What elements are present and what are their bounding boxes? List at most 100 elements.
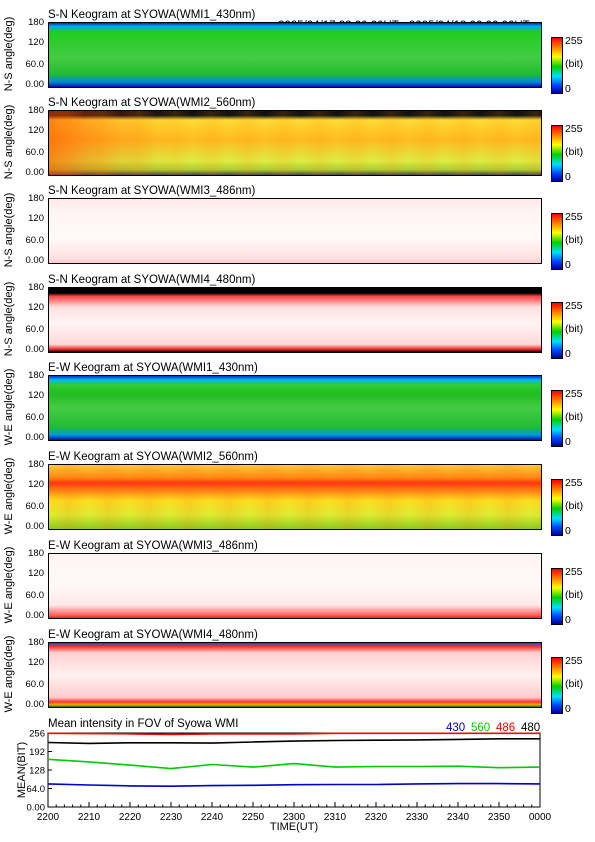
keogram-ylabel-box: W-E angle(deg): [1, 369, 17, 446]
series-line-430: [47, 782, 541, 788]
x-tick-label: 0000: [529, 812, 552, 823]
legend-entry: 480: [521, 722, 540, 734]
colorbar-max-label: 255: [565, 566, 583, 578]
y-tick-label: 0.00: [27, 803, 46, 814]
mean-intensity-chart: Mean intensity in FOV of Syowa WMI 430 560…: [16, 718, 552, 833]
keogram-ylabel: N-S angle(deg): [3, 104, 15, 180]
legend-entry: 486: [496, 722, 515, 734]
keogram-ytick: 0.00: [25, 610, 45, 621]
keogram-ytick: 60.0: [25, 147, 45, 158]
series-line-486: [47, 732, 540, 736]
keogram-image: [48, 464, 542, 530]
keogram-ylabel-box: W-E angle(deg): [1, 458, 17, 535]
x-axis-label: TIME(UT): [270, 821, 318, 833]
keogram-title: S-N Keogram at SYOWA(WMI2_560nm): [48, 97, 256, 109]
keogram-panel: S-N Keogram at SYOWA(WMI3_486nm) N-S angl…: [0, 185, 595, 274]
keogram-ytick: 120: [28, 479, 44, 490]
colorbar: [551, 213, 563, 270]
keogram-title: S-N Keogram at SYOWA(WMI4_480nm): [48, 274, 256, 286]
keogram-ylabel: W-E angle(deg): [3, 368, 15, 446]
colorbar: [551, 479, 563, 536]
colorbar-min-label: 0: [565, 436, 571, 448]
keogram-title: E-W Keogram at SYOWA(WMI1_430nm): [48, 362, 258, 374]
colorbar: [551, 568, 563, 625]
keogram-panel: S-N Keogram at SYOWA(WMI1_430nm)2025/04/…: [0, 9, 595, 98]
colorbar-max-label: 255: [565, 477, 583, 489]
keogram-title: S-N Keogram at SYOWA(WMI3_486nm): [48, 185, 256, 197]
keogram-ylabel: W-E angle(deg): [3, 546, 15, 624]
keogram-ylabel-box: W-E angle(deg): [1, 547, 17, 624]
keogram-panel: E-W Keogram at SYOWA(WMI2_560nm) W-E angl…: [0, 451, 595, 540]
keogram-ytick: 120: [28, 568, 44, 579]
keogram-image: [48, 198, 542, 264]
keogram-image: [48, 287, 542, 353]
keogram-panel: E-W Keogram at SYOWA(WMI4_480nm) W-E angl…: [0, 629, 595, 718]
x-tick-label: 2200: [37, 812, 60, 823]
x-tick-label: 2240: [201, 812, 224, 823]
keogram-panel: S-N Keogram at SYOWA(WMI4_480nm) N-S angl…: [0, 274, 595, 363]
keogram-ytick: 120: [28, 390, 44, 401]
keogram-ylabel: N-S angle(deg): [3, 16, 15, 92]
keogram-ytick: 180: [28, 637, 44, 648]
colorbar-max-label: 255: [565, 388, 583, 400]
plot-frame: [47, 732, 541, 808]
x-tick-label: 2320: [365, 812, 388, 823]
keogram-ytick: 180: [28, 282, 44, 293]
keogram-ytick: 60.0: [25, 59, 45, 70]
keogram-ytick: 0.00: [25, 521, 45, 532]
chart-title: Mean intensity in FOV of Syowa WMI: [48, 718, 238, 730]
mean-intensity-panel: Mean intensity in FOV of Syowa WMI 430 560…: [0, 715, 595, 842]
keogram-panel: E-W Keogram at SYOWA(WMI1_430nm) W-E angl…: [0, 362, 595, 451]
colorbar-max-label: 255: [565, 35, 583, 47]
colorbar-min-label: 0: [565, 171, 571, 183]
keogram-ylabel: W-E angle(deg): [3, 457, 15, 535]
keogram-image: [48, 110, 542, 176]
colorbar-unit-label: (bit): [565, 500, 584, 512]
colorbar-min-label: 0: [565, 83, 571, 95]
keogram-ytick: 60.0: [25, 324, 45, 335]
y-tick-label: 128: [29, 766, 45, 777]
keogram-ytick: 120: [28, 125, 44, 136]
keogram-ylabel-box: N-S angle(deg): [1, 282, 17, 357]
keogram-title: E-W Keogram at SYOWA(WMI4_480nm): [48, 629, 258, 641]
colorbar: [551, 125, 563, 182]
y-tick-label: 64.0: [27, 784, 46, 795]
colorbar-max-label: 255: [565, 300, 583, 312]
keogram-image: [48, 642, 542, 708]
keogram-image: [48, 22, 542, 88]
colorbar: [551, 390, 563, 447]
keogram-ytick: 180: [28, 459, 44, 470]
x-tick-label: 2350: [488, 812, 511, 823]
keogram-ylabel: W-E angle(deg): [3, 635, 15, 713]
colorbar: [551, 657, 563, 714]
keogram-ytick: 60.0: [25, 501, 45, 512]
keogram-ytick: 120: [28, 213, 44, 224]
keogram-ylabel-box: N-S angle(deg): [1, 105, 17, 180]
keogram-ylabel-box: N-S angle(deg): [1, 193, 17, 268]
y-tick-label: 256: [29, 729, 45, 740]
keogram-title: S-N Keogram at SYOWA(WMI1_430nm): [48, 9, 256, 21]
colorbar-min-label: 0: [565, 259, 571, 271]
keogram-ytick: 180: [28, 17, 44, 28]
colorbar: [551, 302, 563, 359]
colorbar-unit-label: (bit): [565, 589, 584, 601]
keogram-ytick: 180: [28, 370, 44, 381]
colorbar-unit-label: (bit): [565, 411, 584, 423]
x-tick-label: 2230: [160, 812, 183, 823]
keogram-ytick: 60.0: [25, 412, 45, 423]
keogram-ytick: 120: [28, 37, 44, 48]
keogram-image: [48, 375, 542, 441]
colorbar-unit-label: (bit): [565, 146, 584, 158]
colorbar-max-label: 255: [565, 211, 583, 223]
keogram-ytick: 0.00: [25, 432, 45, 443]
colorbar-max-label: 255: [565, 123, 583, 135]
keogram-ytick: 0.00: [25, 167, 45, 178]
colorbar-min-label: 0: [565, 614, 571, 626]
keogram-ytick: 60.0: [25, 679, 45, 690]
x-tick-label: 2210: [78, 812, 101, 823]
keogram-ytick: 0.00: [25, 344, 45, 355]
keogram-ylabel-box: W-E angle(deg): [1, 636, 17, 713]
keogram-ytick: 60.0: [25, 235, 45, 246]
keogram-ylabel: N-S angle(deg): [3, 281, 15, 357]
keogram-ytick: 0.00: [25, 699, 45, 710]
